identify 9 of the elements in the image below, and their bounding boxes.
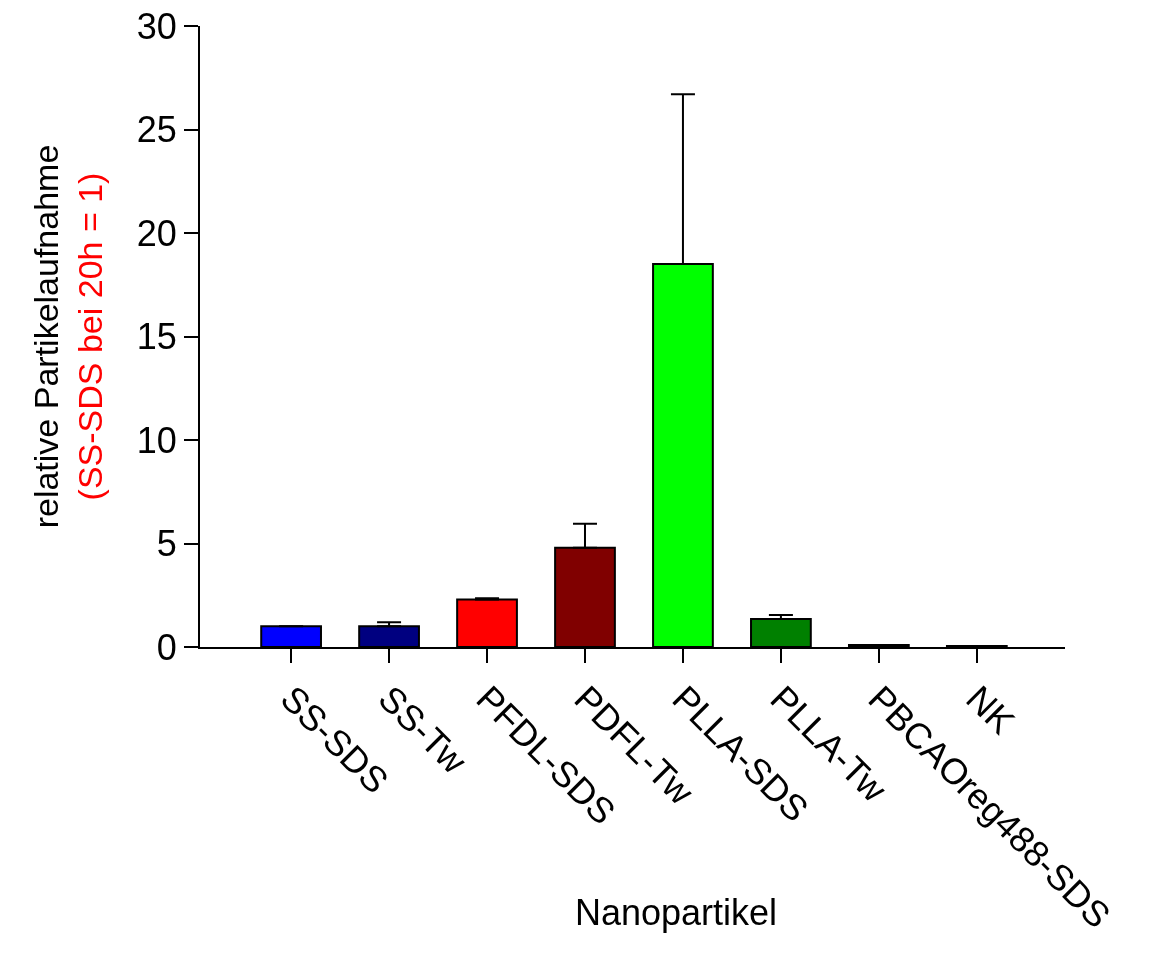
y-tick-label: 25 xyxy=(136,109,177,151)
y-tick-label: 0 xyxy=(156,626,177,668)
y-tick-label: 5 xyxy=(156,523,177,565)
x-axis-title: Nanopartikel xyxy=(575,892,778,933)
y-tick-label: 15 xyxy=(136,316,177,358)
y-tick-label: 20 xyxy=(136,212,177,254)
y-axis-title: relative Partikelaufnahme (SS-SDS bei 20h = 1) xyxy=(26,144,109,529)
y-tick-label: 10 xyxy=(136,419,177,461)
y-tick-label: 30 xyxy=(136,5,177,47)
